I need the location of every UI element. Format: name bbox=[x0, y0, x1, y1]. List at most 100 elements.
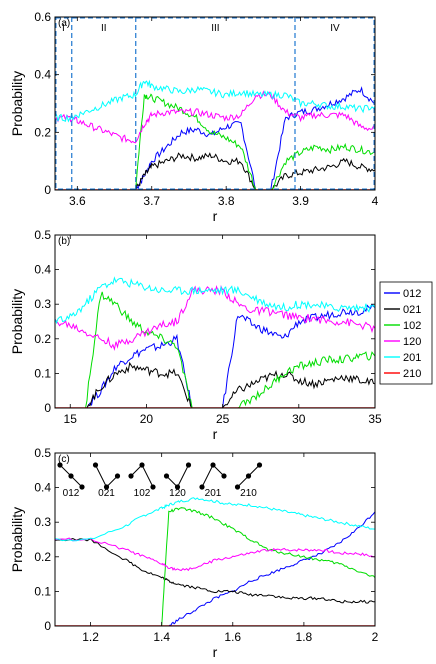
x-tick-label: 20 bbox=[140, 412, 154, 426]
pattern-dot-021-1 bbox=[103, 484, 110, 490]
series-line-021 bbox=[55, 537, 375, 604]
x-tick-label: 15 bbox=[64, 412, 78, 426]
y-tick-label: 0.5 bbox=[34, 446, 51, 460]
y-tick-label: 0.4 bbox=[34, 263, 51, 277]
series-line-120 bbox=[55, 285, 375, 351]
x-tick-label: 1.6 bbox=[224, 630, 241, 644]
y-tick-label: 0 bbox=[44, 183, 51, 197]
x-tick-label: 4 bbox=[372, 194, 379, 208]
axes-box bbox=[54, 452, 376, 627]
x-axis-label: r bbox=[213, 426, 218, 442]
series-line-120 bbox=[55, 537, 375, 572]
series-line-012 bbox=[55, 86, 375, 190]
pattern-dot-102-1 bbox=[139, 462, 145, 468]
x-tick-label: 35 bbox=[368, 412, 382, 426]
x-axis-label: r bbox=[213, 644, 218, 660]
region-label-IV: IV bbox=[330, 23, 340, 34]
series-group bbox=[55, 276, 375, 408]
pattern-label-012: 012 bbox=[63, 488, 80, 499]
panel-label: (c) bbox=[58, 454, 70, 465]
pattern-dot-201-0 bbox=[199, 484, 205, 490]
pattern-label-021: 021 bbox=[98, 488, 115, 499]
y-tick-label: 0.1 bbox=[34, 366, 51, 380]
series-group bbox=[55, 79, 375, 190]
pattern-dot-102-0 bbox=[128, 473, 134, 479]
panel-label: (a) bbox=[58, 18, 70, 29]
pattern-dot-120-2 bbox=[185, 462, 192, 468]
y-axis-label: Probability bbox=[9, 507, 25, 572]
region-label-III: III bbox=[211, 23, 219, 34]
panel-c: 1.2 1.4 1.6 1.8 2 0 0.1 0.2 0.3 0.4 0.5 r Probabilit… bbox=[9, 446, 379, 660]
series-line-102 bbox=[55, 93, 375, 190]
pattern-dot-012-2 bbox=[79, 484, 85, 490]
y-tick-label: 0.2 bbox=[34, 332, 51, 346]
x-tick-label: 3.9 bbox=[292, 194, 309, 208]
x-tick-label: 30 bbox=[292, 412, 306, 426]
ordinal-patterns: 012 021 102 120 201 210 bbox=[57, 462, 263, 499]
pattern-dot-012-1 bbox=[68, 473, 74, 479]
panel-label: (b) bbox=[58, 236, 70, 247]
x-tick-label: 3.7 bbox=[143, 194, 160, 208]
pattern-dot-210-1 bbox=[245, 473, 252, 479]
pattern-dot-021-2 bbox=[114, 473, 121, 479]
series-line-102 bbox=[55, 291, 375, 408]
y-tick-label: 0.5 bbox=[34, 228, 51, 242]
y-tick-label: 0.1 bbox=[34, 584, 51, 598]
series-group bbox=[55, 497, 375, 626]
series-line-201 bbox=[55, 497, 375, 542]
legend-entry-201: 201 bbox=[403, 352, 421, 364]
axes-box bbox=[54, 234, 376, 409]
y-tick-label: 0.4 bbox=[34, 68, 51, 82]
pattern-dot-021-0 bbox=[92, 462, 99, 468]
pattern-label-201: 201 bbox=[205, 488, 222, 499]
legend-entry-120: 120 bbox=[403, 336, 421, 348]
y-tick-label: 0 bbox=[44, 401, 51, 415]
y-tick-label: 0.2 bbox=[34, 550, 51, 564]
panel-b: 15 20 25 30 35 0 0.1 0.2 0.3 0.4 0.5 r Probability (b… bbox=[9, 228, 433, 442]
y-tick-label: 0.6 bbox=[34, 10, 51, 24]
y-tick-label: 0.3 bbox=[34, 515, 51, 529]
legend-entry-012: 012 bbox=[403, 288, 421, 300]
region-label-I: I bbox=[62, 23, 65, 34]
y-tick-label: 0 bbox=[44, 619, 51, 633]
pattern-dot-120-1 bbox=[174, 484, 181, 490]
pattern-label-102: 102 bbox=[134, 488, 151, 499]
y-axis-label: Probability bbox=[9, 289, 25, 354]
legend-entry-210: 210 bbox=[403, 368, 421, 380]
x-tick-label: 3.8 bbox=[218, 194, 235, 208]
y-axis-label: Probability bbox=[9, 71, 25, 136]
y-tick-label: 0.3 bbox=[34, 297, 51, 311]
series-line-120 bbox=[55, 90, 375, 144]
y-tick-label: 0.4 bbox=[34, 481, 51, 495]
x-tick-label: 3.6 bbox=[69, 194, 86, 208]
x-tick-label: 1.2 bbox=[82, 630, 99, 644]
legend-entry-102: 102 bbox=[403, 320, 421, 332]
region-label-II: II bbox=[101, 23, 107, 34]
legend-entry-021: 021 bbox=[403, 304, 421, 316]
axes-box bbox=[54, 16, 376, 191]
pattern-dot-210-0 bbox=[234, 484, 241, 490]
series-line-021 bbox=[55, 361, 375, 408]
y-tick-label: 0.2 bbox=[34, 125, 51, 139]
pattern-dot-102-2 bbox=[150, 484, 156, 490]
x-tick-label: 1.4 bbox=[153, 630, 170, 644]
pattern-dot-201-1 bbox=[210, 462, 216, 468]
x-tick-label: 25 bbox=[216, 412, 230, 426]
pattern-label-210: 210 bbox=[240, 488, 257, 499]
region-box bbox=[55, 17, 375, 190]
legend-box bbox=[379, 281, 433, 385]
x-tick-label: 2 bbox=[372, 630, 379, 644]
series-line-102 bbox=[55, 507, 375, 626]
series-line-201 bbox=[55, 79, 375, 123]
pattern-dot-120-0 bbox=[163, 473, 170, 479]
series-line-021 bbox=[55, 152, 375, 190]
pattern-dot-210-2 bbox=[256, 462, 263, 468]
pattern-dot-201-2 bbox=[221, 473, 227, 479]
pattern-dot-012-0 bbox=[57, 462, 63, 468]
pattern-label-120: 120 bbox=[169, 488, 186, 499]
legend: 012 021 102 120 201 210 bbox=[379, 281, 433, 385]
panel-a: I II III IV3.6 3.7 3.8 3.9 400.20.40.6rProbabil… bbox=[9, 10, 379, 224]
x-axis-label: r bbox=[213, 208, 218, 224]
x-tick-label: 1.8 bbox=[296, 630, 313, 644]
